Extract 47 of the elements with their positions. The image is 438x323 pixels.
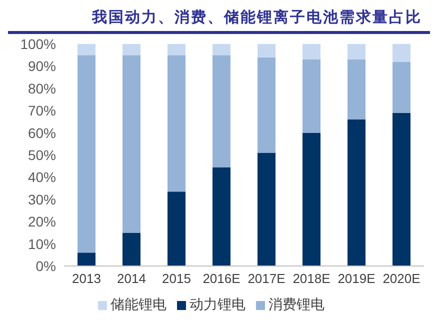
bar [348,44,366,60]
y-tick-label: 20% [28,214,56,230]
x-tick-label: 2014 [117,271,146,286]
bar [258,57,276,153]
x-tick-label: 2013 [72,271,101,286]
y-tick-label: 50% [28,146,56,163]
bar [212,167,230,266]
bar [258,152,276,266]
bar [348,119,366,266]
y-tick-label: 60% [28,124,56,141]
bar [392,62,410,113]
bar [348,60,366,120]
bar [122,44,140,56]
x-tick-label: 2017E [248,271,286,286]
bar [392,112,410,266]
y-tick-label: 90% [28,58,56,74]
y-tick-label: 0% [36,258,56,274]
y-tick-label: 80% [28,80,56,96]
legend-label: 储能锂电 [110,296,166,312]
y-tick-label: 100% [20,36,56,52]
bar [302,132,320,266]
bar [122,55,140,233]
bar [122,232,140,266]
x-tick-label: 2015 [162,271,191,286]
y-tick-label: 30% [28,191,56,208]
legend-label: 动力锂电 [190,296,246,312]
bar [168,44,186,56]
x-tick-label: 2016E [202,271,241,286]
x-tick-label: 2018E [292,271,331,286]
bar [392,44,410,62]
bar [168,55,186,192]
y-tick-label: 10% [28,236,56,252]
y-tick-label: 40% [28,169,56,186]
bar [78,44,96,56]
y-tick-label: 70% [28,102,56,119]
chart-title: 我国动力、消费、储能锂离子电池需求量占比 [8,8,430,34]
x-tick-label: 2020E [382,271,421,286]
bar [78,252,96,266]
bar [78,55,96,253]
bar [212,55,230,168]
bar [302,60,320,133]
bar [258,44,276,58]
bar [302,44,320,60]
legend-label: 消费锂电 [268,296,324,312]
x-tick-label: 2019E [338,271,376,286]
bar [212,44,230,56]
bar [168,192,186,266]
